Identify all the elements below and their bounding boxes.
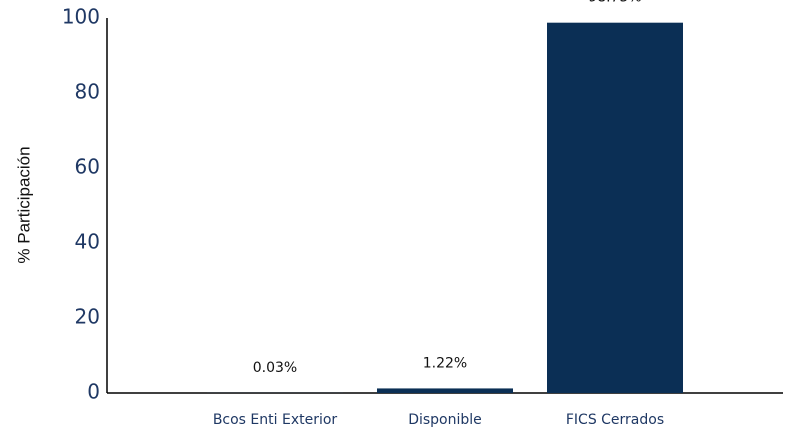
x-tick-label: Disponible	[408, 412, 482, 428]
value-label: 1.22%	[423, 355, 467, 371]
value-label: 0.03%	[253, 360, 297, 376]
bar	[547, 22, 683, 393]
y-tick-label: 80	[75, 80, 100, 104]
value-label: 98.75%	[588, 0, 641, 6]
bar	[377, 388, 513, 393]
y-tick-label: 100	[62, 5, 100, 29]
y-tick-label: 60	[75, 155, 100, 179]
x-tick-label: Bcos Enti Exterior	[213, 412, 338, 428]
y-tick-label: 40	[75, 230, 100, 254]
y-axis-label: % Participación	[14, 146, 33, 263]
y-tick-label: 0	[87, 380, 100, 404]
y-tick-label: 20	[75, 305, 100, 329]
x-tick-label: FICS Cerrados	[566, 412, 664, 428]
